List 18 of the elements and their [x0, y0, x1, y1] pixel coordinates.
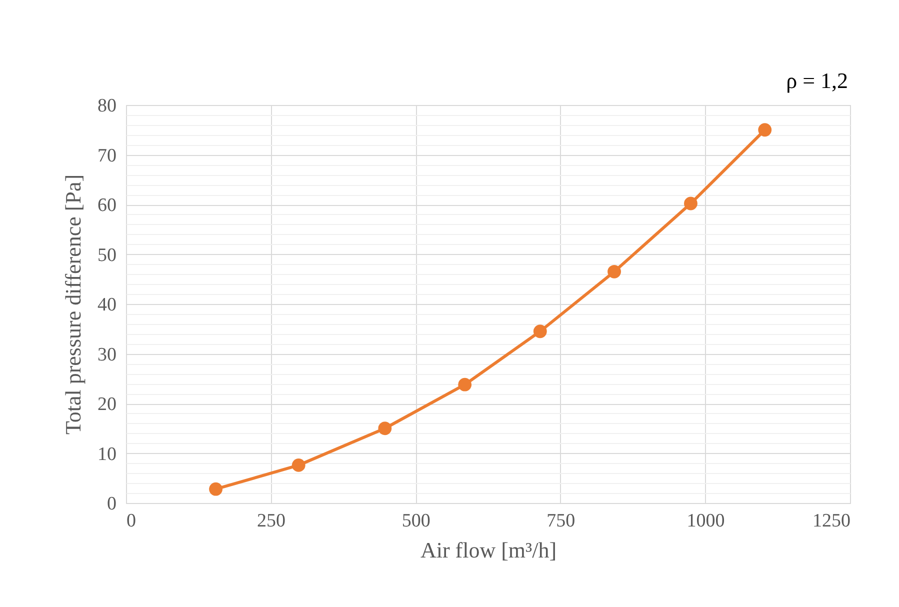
y-tick-label: 80 — [98, 96, 116, 116]
x-tick-label: 1000 — [686, 510, 725, 532]
y-tick-label: 0 — [107, 494, 116, 514]
y-tick-label: 40 — [98, 294, 116, 316]
y-tick-label: 20 — [98, 394, 116, 415]
y-tick-label: 30 — [98, 344, 116, 366]
x-tick-label: 500 — [402, 510, 430, 532]
text: ρ = 1,2 — [786, 68, 848, 93]
x-tick-label: 750 — [546, 510, 576, 532]
x-tick-label: 1250 — [812, 510, 850, 532]
y-tick-label: 60 — [98, 195, 116, 216]
y-tick-label: 10 — [98, 444, 116, 465]
x-tick-label: 250 — [257, 510, 286, 532]
y-tick-label: 50 — [98, 244, 116, 266]
y-tick-label: 70 — [98, 145, 116, 166]
y-axis-title: Total pressure difference [Pa] — [60, 174, 86, 435]
x-tick-label: 0 — [126, 510, 136, 532]
x-axis-title: Air flow [m³/h] — [420, 538, 557, 562]
